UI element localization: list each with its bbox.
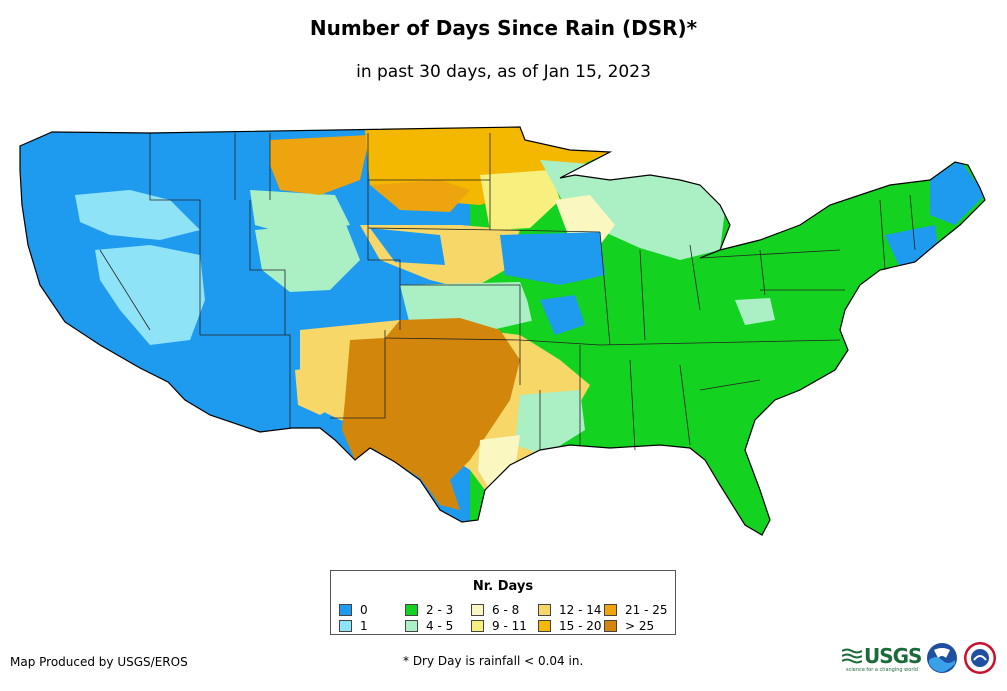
legend-swatch xyxy=(339,604,352,616)
nws-logo-icon xyxy=(964,642,996,674)
legend-label: 2 - 3 xyxy=(426,603,454,617)
map-title: Number of Days Since Rain (DSR)* xyxy=(309,16,698,40)
legend-label: 4 - 5 xyxy=(426,619,454,633)
legend-label: 21 - 25 xyxy=(625,603,668,617)
legend-swatch xyxy=(604,620,617,632)
legend-label: 15 - 20 xyxy=(559,619,602,633)
region-north-dakota-dark xyxy=(370,180,470,212)
legend-swatch xyxy=(405,604,418,616)
legend-label: 6 - 8 xyxy=(492,603,520,617)
legend-swatch xyxy=(471,620,484,632)
region-minnesota-pale xyxy=(480,170,560,230)
legend-label: 0 xyxy=(360,603,368,617)
legend-item-15-20: 15 - 20 xyxy=(538,619,602,633)
legend: Nr. Days 0 1 2 - 3 4 - 5 6 - 8 9 - 11 12… xyxy=(330,570,676,635)
legend-item-gt-25: > 25 xyxy=(604,619,654,633)
region-iowa-wet xyxy=(500,232,605,285)
noaa-logo-icon xyxy=(927,643,957,673)
usgs-logo: USGS xyxy=(842,644,922,668)
region-great-lakes-mint xyxy=(540,160,725,260)
legend-item-1: 1 xyxy=(339,619,368,633)
legend-item-4-5: 4 - 5 xyxy=(405,619,453,633)
usgs-logo-text: USGS xyxy=(864,644,922,668)
region-texas-coast-mint xyxy=(515,390,585,455)
region-south-dakota-blue xyxy=(370,228,445,265)
legend-item-6-8: 6 - 8 xyxy=(471,603,519,617)
legend-label: 12 - 14 xyxy=(559,603,602,617)
legend-swatch xyxy=(538,604,551,616)
map-subtitle: in past 30 days, as of Jan 15, 2023 xyxy=(356,62,651,82)
legend-item-0: 0 xyxy=(339,603,368,617)
usgs-tagline: science for a changing world xyxy=(846,667,918,673)
credit-text: Map Produced by USGS/EROS xyxy=(10,655,188,669)
region-texas-oklahoma-driest xyxy=(342,318,520,510)
region-texas-coast-pale xyxy=(478,435,520,490)
legend-label: > 25 xyxy=(625,619,655,633)
legend-label: 1 xyxy=(360,619,368,633)
legend-title: Nr. Days xyxy=(472,579,534,594)
footnote-text: * Dry Day is rainfall < 0.04 in. xyxy=(403,654,584,668)
legend-swatch xyxy=(471,604,484,616)
legend-item-12-14: 12 - 14 xyxy=(538,603,602,617)
region-wyoming-mint xyxy=(250,190,350,235)
region-colorado-mint xyxy=(255,222,360,292)
region-montana-dry xyxy=(270,135,370,195)
region-new-mexico-pale xyxy=(295,365,345,415)
region-great-basin-light-blue xyxy=(95,245,205,345)
legend-swatch xyxy=(339,620,352,632)
region-maine-wet xyxy=(930,160,985,225)
state-boundaries xyxy=(99,133,916,451)
legend-swatch xyxy=(604,604,617,616)
legend-label: 9 - 11 xyxy=(492,619,527,633)
region-idaho-light-blue xyxy=(75,190,200,240)
legend-item-21-25: 21 - 25 xyxy=(604,603,668,617)
legend-item-2-3: 2 - 3 xyxy=(405,603,453,617)
us-dsr-map xyxy=(19,126,986,536)
region-virginia-mint xyxy=(735,298,775,325)
legend-item-9-11: 9 - 11 xyxy=(471,619,527,633)
legend-swatch xyxy=(405,620,418,632)
legend-swatch xyxy=(538,620,551,632)
usgs-waves-icon xyxy=(842,648,862,664)
region-missouri-blue xyxy=(540,295,585,335)
logo-strip: USGS science for a changing world xyxy=(842,640,1002,676)
